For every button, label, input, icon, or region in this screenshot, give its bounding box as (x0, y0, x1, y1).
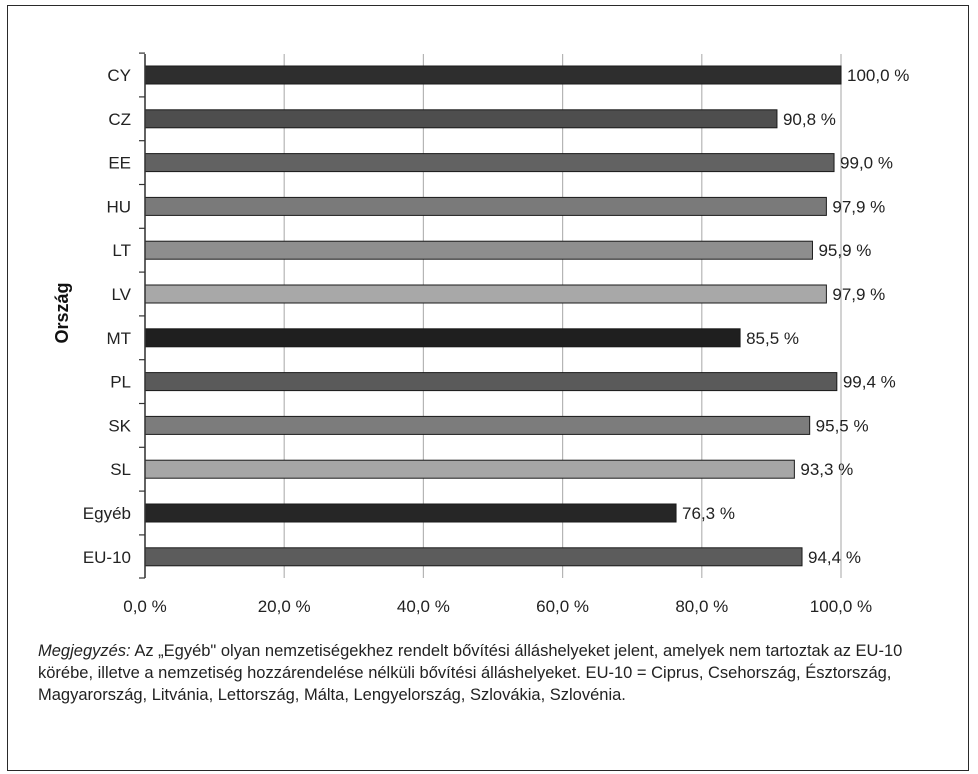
bar-pl (144, 372, 838, 392)
bar-ee (144, 153, 835, 173)
bar-sk (144, 415, 811, 435)
x-tick-label: 0,0 % (123, 597, 166, 616)
bar-lt (144, 240, 813, 260)
x-tick-label: 20,0 % (258, 597, 311, 616)
value-label: 97,9 % (832, 197, 885, 216)
category-label: MT (106, 329, 131, 348)
category-label: CY (107, 66, 131, 85)
bar-chart: 0,0 % 20,0 % 40,0 % 60,0 % 80,0 % 100,0 % CY 10… (52, 52, 910, 616)
x-tick-label: 80,0 % (675, 597, 728, 616)
labels: 0,0 % 20,0 % 40,0 % 60,0 % 80,0 % 100,0 % CY 10… (83, 66, 910, 616)
value-label: 76,3 % (682, 504, 735, 523)
gridlines (144, 54, 842, 578)
category-label: CZ (108, 110, 131, 129)
category-label: EU-10 (83, 548, 131, 567)
value-label: 97,9 % (832, 285, 885, 304)
category-label: SK (108, 416, 131, 435)
bar-lv (144, 284, 827, 304)
category-label: HU (106, 197, 131, 216)
footnote: Megjegyzés: Az „Egyéb" olyan nemzetisége… (38, 640, 938, 706)
category-label: EE (108, 154, 131, 173)
y-axis-title: Ország (52, 282, 72, 343)
bar-sl (144, 459, 795, 479)
x-tick-label: 40,0 % (397, 597, 450, 616)
bar-hu (144, 196, 827, 216)
value-label: 99,0 % (840, 154, 893, 173)
value-label: 94,4 % (808, 548, 861, 567)
footnote-text: Az „Egyéb" olyan nemzetiségekhez rendelt… (38, 642, 903, 704)
category-label: LT (112, 241, 131, 260)
bar-eu-10 (144, 547, 803, 567)
value-label: 95,9 % (818, 241, 871, 260)
category-label: PL (110, 373, 131, 392)
bar-egyéb (144, 503, 677, 523)
value-label: 90,8 % (783, 110, 836, 129)
value-label: 85,5 % (746, 329, 799, 348)
bar-cy (144, 65, 842, 85)
category-label: LV (111, 285, 131, 304)
value-label: 93,3 % (800, 460, 853, 479)
bar-mt (144, 328, 741, 348)
value-label: 99,4 % (843, 373, 896, 392)
footnote-label: Megjegyzés: (38, 642, 131, 660)
category-label: SL (110, 460, 131, 479)
x-tick-label: 60,0 % (536, 597, 589, 616)
axes (139, 52, 146, 579)
value-label: 95,5 % (816, 416, 869, 435)
x-tick-label: 100,0 % (810, 597, 872, 616)
value-label: 100,0 % (847, 66, 909, 85)
category-label: Egyéb (83, 504, 131, 523)
bars (144, 65, 842, 567)
bar-cz (144, 109, 778, 129)
